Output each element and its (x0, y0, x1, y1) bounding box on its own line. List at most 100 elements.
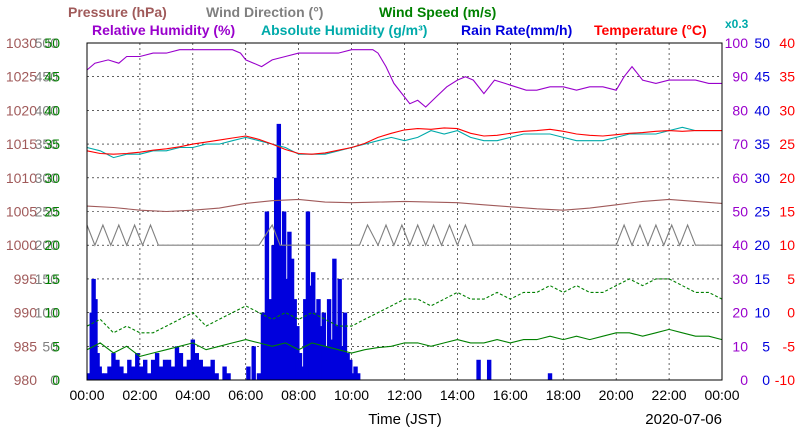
rain-bar (300, 366, 305, 380)
rain-bar (131, 366, 136, 380)
rain-bar (350, 373, 356, 380)
pressure-tick-label: 1025 (6, 69, 37, 85)
wind-direction-tick-label: 500 (35, 35, 59, 51)
rain-bar (251, 346, 256, 380)
chart-header: Pressure (hPa) Wind Direction (°) Wind S… (68, 4, 749, 38)
rain-bar (146, 373, 152, 380)
pressure-tick-label: 990 (14, 305, 38, 321)
pressure-line (86, 198, 723, 213)
rain-bar (139, 366, 144, 380)
header-temperature: Temperature (°C) (594, 22, 707, 38)
x-tick-label: 22:00 (652, 387, 687, 403)
rain-bar (93, 299, 98, 380)
rain-bar (158, 366, 164, 380)
rain-series (87, 123, 553, 380)
rain-bar (297, 353, 303, 380)
rain-bar (202, 366, 207, 380)
rain-bar (342, 312, 348, 380)
pressure-tick-label: 995 (14, 271, 38, 287)
temperature-tick-label: 40 (779, 35, 795, 51)
rain-bar (273, 177, 279, 380)
humidity-tick-label: 0 (740, 372, 748, 388)
pressure-tick-label: 1010 (6, 170, 37, 186)
wind-speed-tick-label: 10 (44, 305, 60, 321)
rain-bar (276, 123, 282, 380)
rain-rate-tick-label: 5 (762, 338, 770, 354)
temperature-tick-label: 25 (779, 136, 795, 152)
rain-bar (345, 353, 350, 380)
date-label: 2020-07-06 (645, 411, 722, 428)
rain-bar (329, 339, 334, 380)
wind-speed-tick-label: 0 (52, 372, 60, 388)
rain-bar (303, 299, 308, 380)
line-series (86, 49, 723, 357)
humidity-tick-label: 30 (732, 271, 748, 287)
rain-rate-tick-label: 0 (762, 372, 770, 388)
rain-bar (206, 366, 211, 380)
x-tick-label: 16:00 (493, 387, 528, 403)
x-tick-label: 00:00 (704, 387, 739, 403)
temperature-line (86, 127, 722, 155)
wind-speed-tick-label: 5 (52, 338, 60, 354)
rain-bar (194, 353, 200, 380)
wind-direction-tick-label: 100 (35, 305, 59, 321)
x-tick-label: 18:00 (546, 387, 581, 403)
x-axis-label: Time (JST) (368, 411, 442, 428)
rain-rate-tick-label: 40 (754, 102, 770, 118)
rain-bar (256, 373, 262, 380)
wind-direction-tick-label: 250 (35, 204, 59, 220)
x-tick-label: 06:00 (228, 387, 263, 403)
x-tick-label: 10:00 (334, 387, 369, 403)
pressure-tick-label: 1000 (6, 237, 37, 253)
rain-bar (170, 366, 176, 380)
x-tick-label: 04:00 (175, 387, 210, 403)
rain-bar (182, 366, 188, 380)
rain-bar (279, 245, 284, 380)
wind-direction-tick-label: 400 (35, 102, 59, 118)
header-pressure: Pressure (hPa) (68, 4, 167, 20)
rain-bar (198, 359, 203, 380)
rain-bar (313, 312, 319, 380)
rain-bar (332, 258, 337, 380)
temperature-tick-label: 0 (787, 305, 795, 321)
rain-bar (162, 359, 168, 380)
x-tick-label: 14:00 (440, 387, 475, 403)
rain-bar (115, 359, 120, 380)
rain-bar (337, 278, 342, 380)
wind-speed-tick-label: 35 (44, 136, 60, 152)
humidity-tick-label: 80 (732, 102, 748, 118)
rain-bar (316, 299, 321, 380)
rain-bar (348, 359, 353, 380)
rain-bar (123, 373, 128, 380)
rain-rate-tick-label: 35 (754, 136, 770, 152)
wind-direction-tick-label: 50 (42, 338, 58, 354)
header-wind-speed: Wind Speed (m/s) (379, 4, 496, 20)
wind-direction-line (86, 223, 722, 247)
rain-bar (295, 326, 300, 380)
x-tick-label: 00:00 (69, 387, 104, 403)
rain-bar (99, 373, 104, 380)
rain-bar (353, 366, 358, 380)
wind-direction-tick-label: 450 (35, 69, 59, 85)
humidity-tick-label: 50 (732, 204, 748, 220)
rain-bar (154, 353, 160, 380)
wind-direction-tick-label: 350 (35, 136, 59, 152)
rain-rate-tick-label: 45 (754, 69, 770, 85)
rain-bar (268, 299, 274, 380)
wind-speed-max-line (86, 278, 723, 334)
rain-bar (178, 353, 184, 380)
x-tick-label: 08:00 (281, 387, 316, 403)
rain-bar (166, 359, 172, 380)
rain-bar (246, 366, 251, 380)
x-tick-label: 20:00 (599, 387, 634, 403)
wind-speed-line (86, 328, 723, 357)
grid (87, 43, 722, 380)
temperature-tick-label: -5 (783, 338, 796, 354)
rain-bar (292, 299, 297, 380)
header-relative-humidity: Relative Humidity (%) (92, 22, 235, 38)
wind-direction-tick-label: 0 (50, 372, 58, 388)
rain-bar (289, 258, 295, 380)
rain-bar (547, 373, 553, 380)
rain-bar (174, 346, 180, 380)
